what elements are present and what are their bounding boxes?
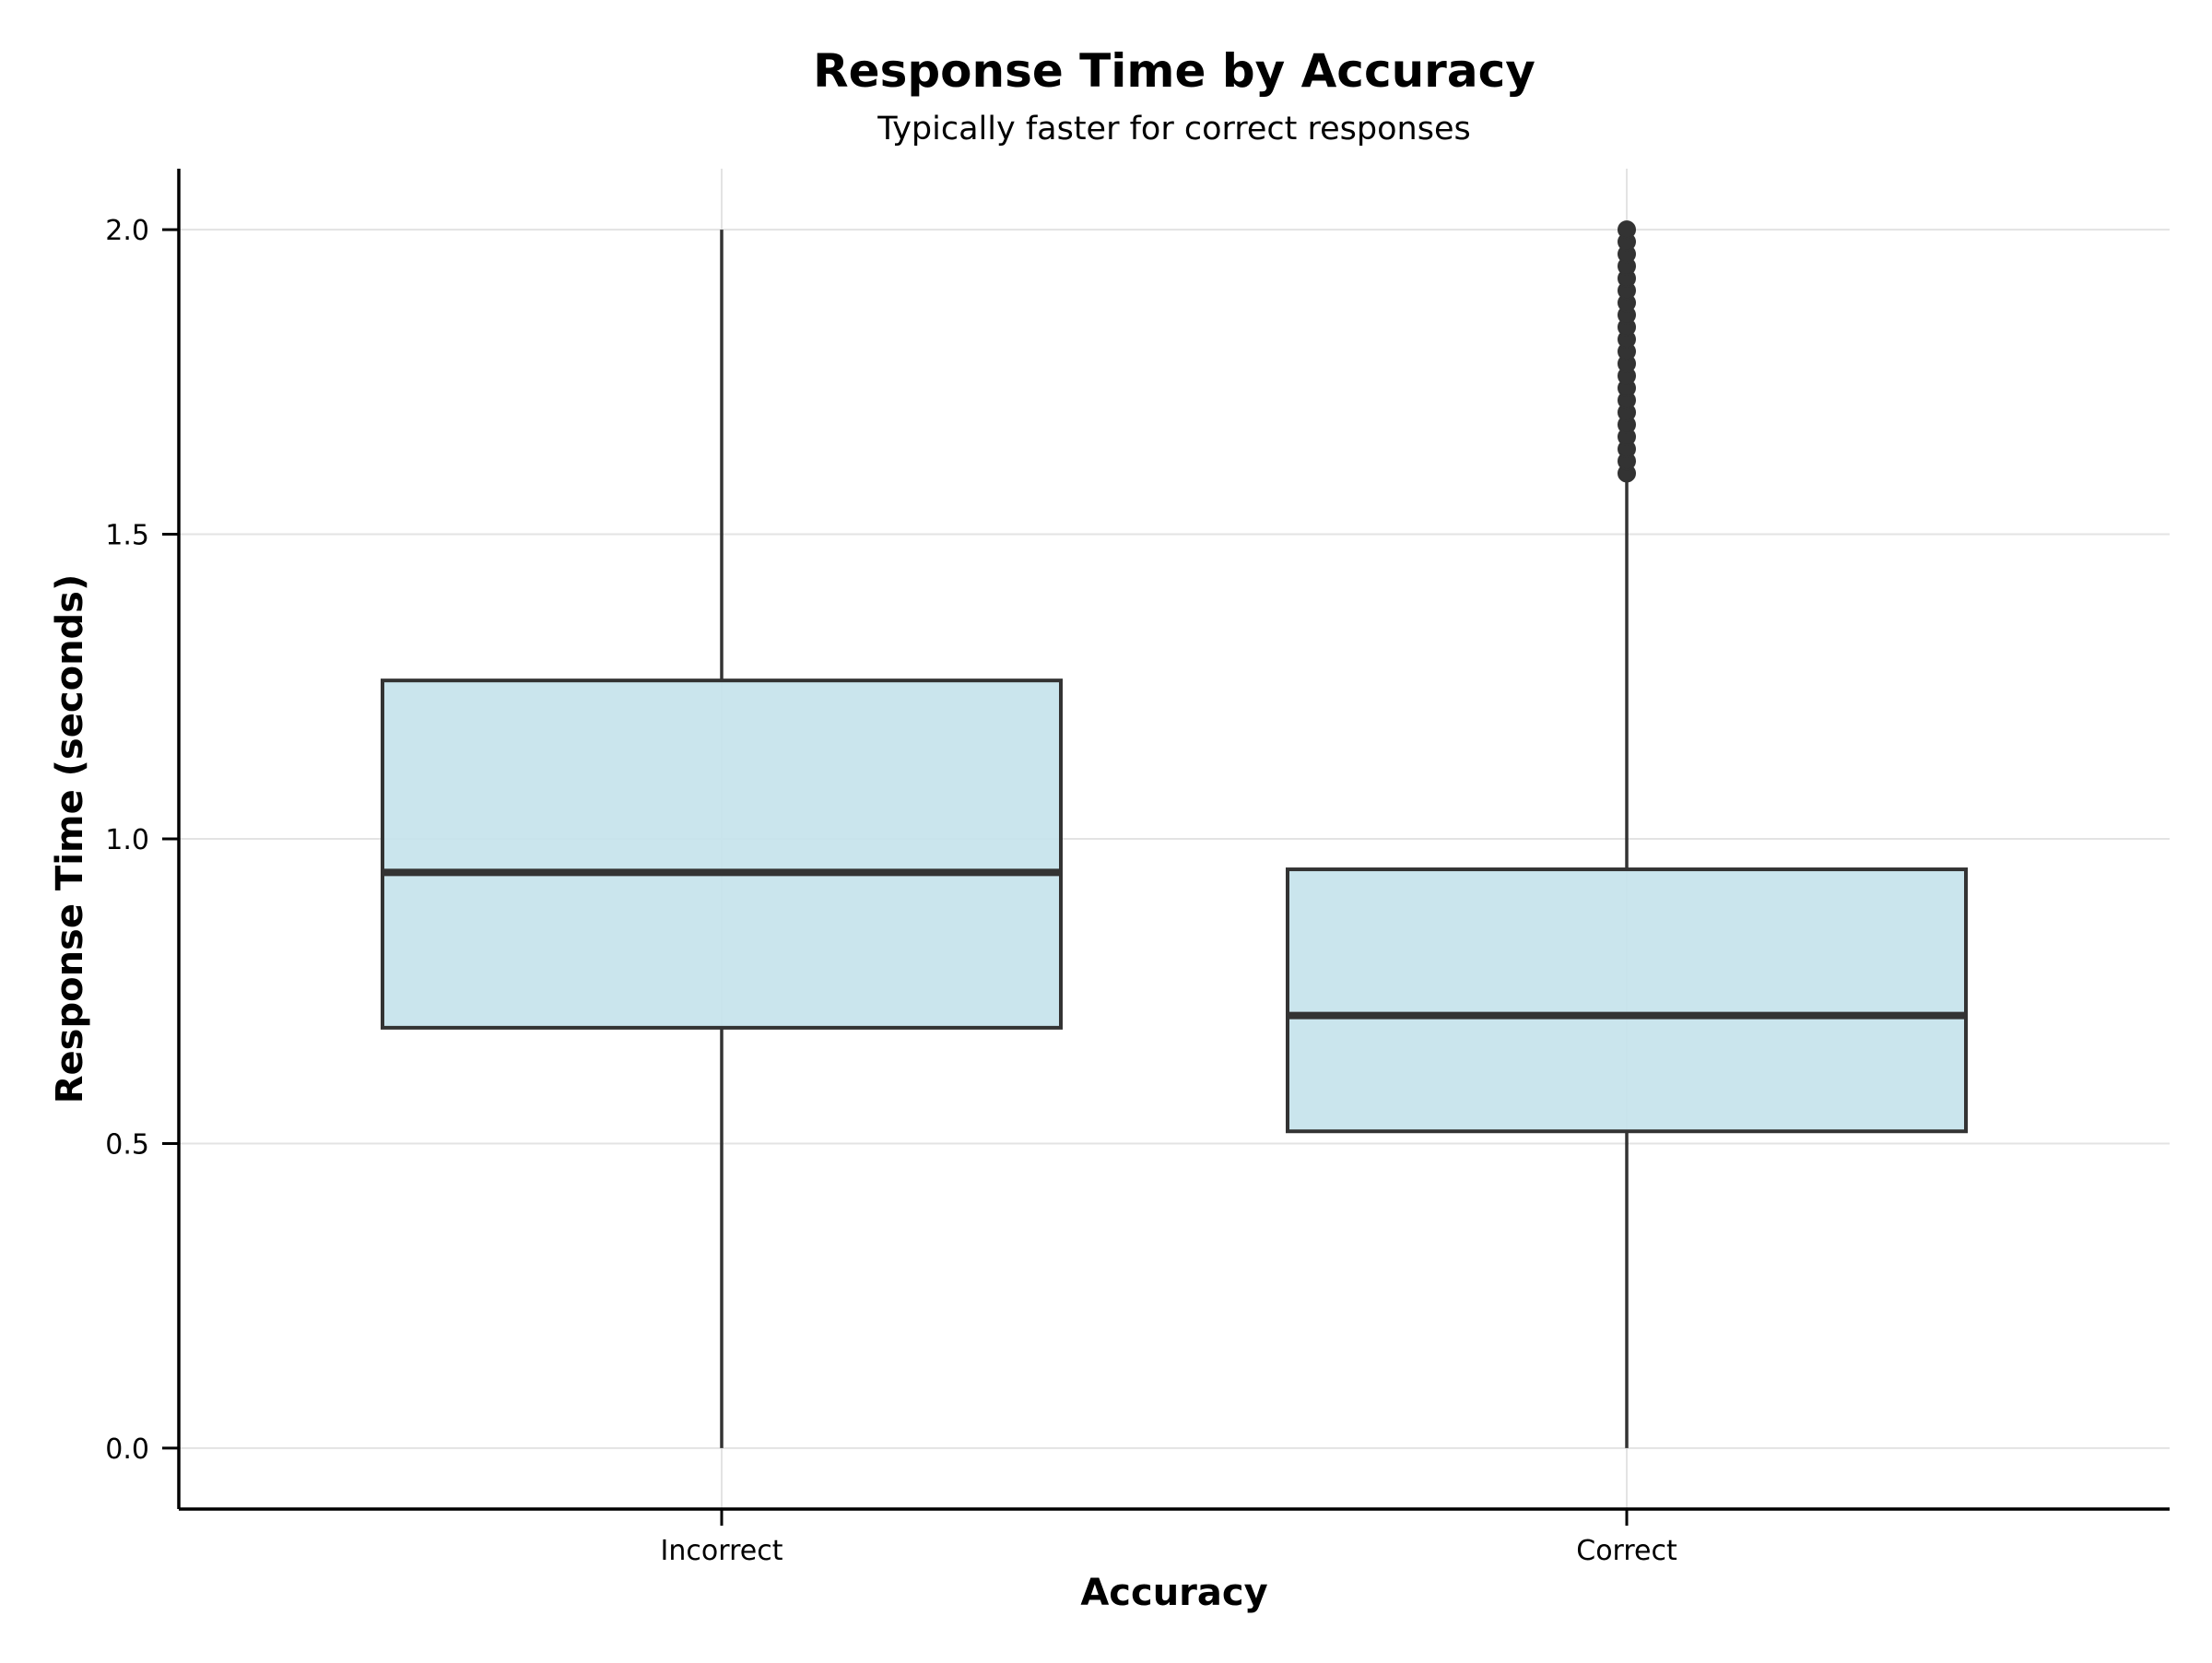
box-group-correct [1286,220,1968,1448]
y-tick-label: 1.0 [105,824,149,856]
iqr-box [381,678,1063,1030]
y-tick-label: 2.0 [105,215,149,247]
chart-subtitle: Typically faster for correct responses [877,111,1470,147]
chart-title: Response Time by Accuracy [813,44,1535,98]
x-axis-title: Accuracy [1080,1572,1267,1614]
axes-layer: 0.0 0.5 1.0 1.5 2.0 Incorrect Correct [105,169,2170,1567]
boxes-layer [381,220,1968,1448]
y-tick-label: 0.5 [105,1128,149,1161]
x-tick-label: Correct [1576,1535,1677,1567]
outlier-point [1618,220,1636,240]
x-tick-label: Incorrect [661,1535,783,1567]
y-axis-title: Response Time (seconds) [49,574,91,1104]
iqr-box [1286,867,1968,1134]
y-tick-label: 1.5 [105,520,149,552]
y-tick-label: 0.0 [105,1433,149,1466]
box-group-incorrect [381,230,1063,1448]
